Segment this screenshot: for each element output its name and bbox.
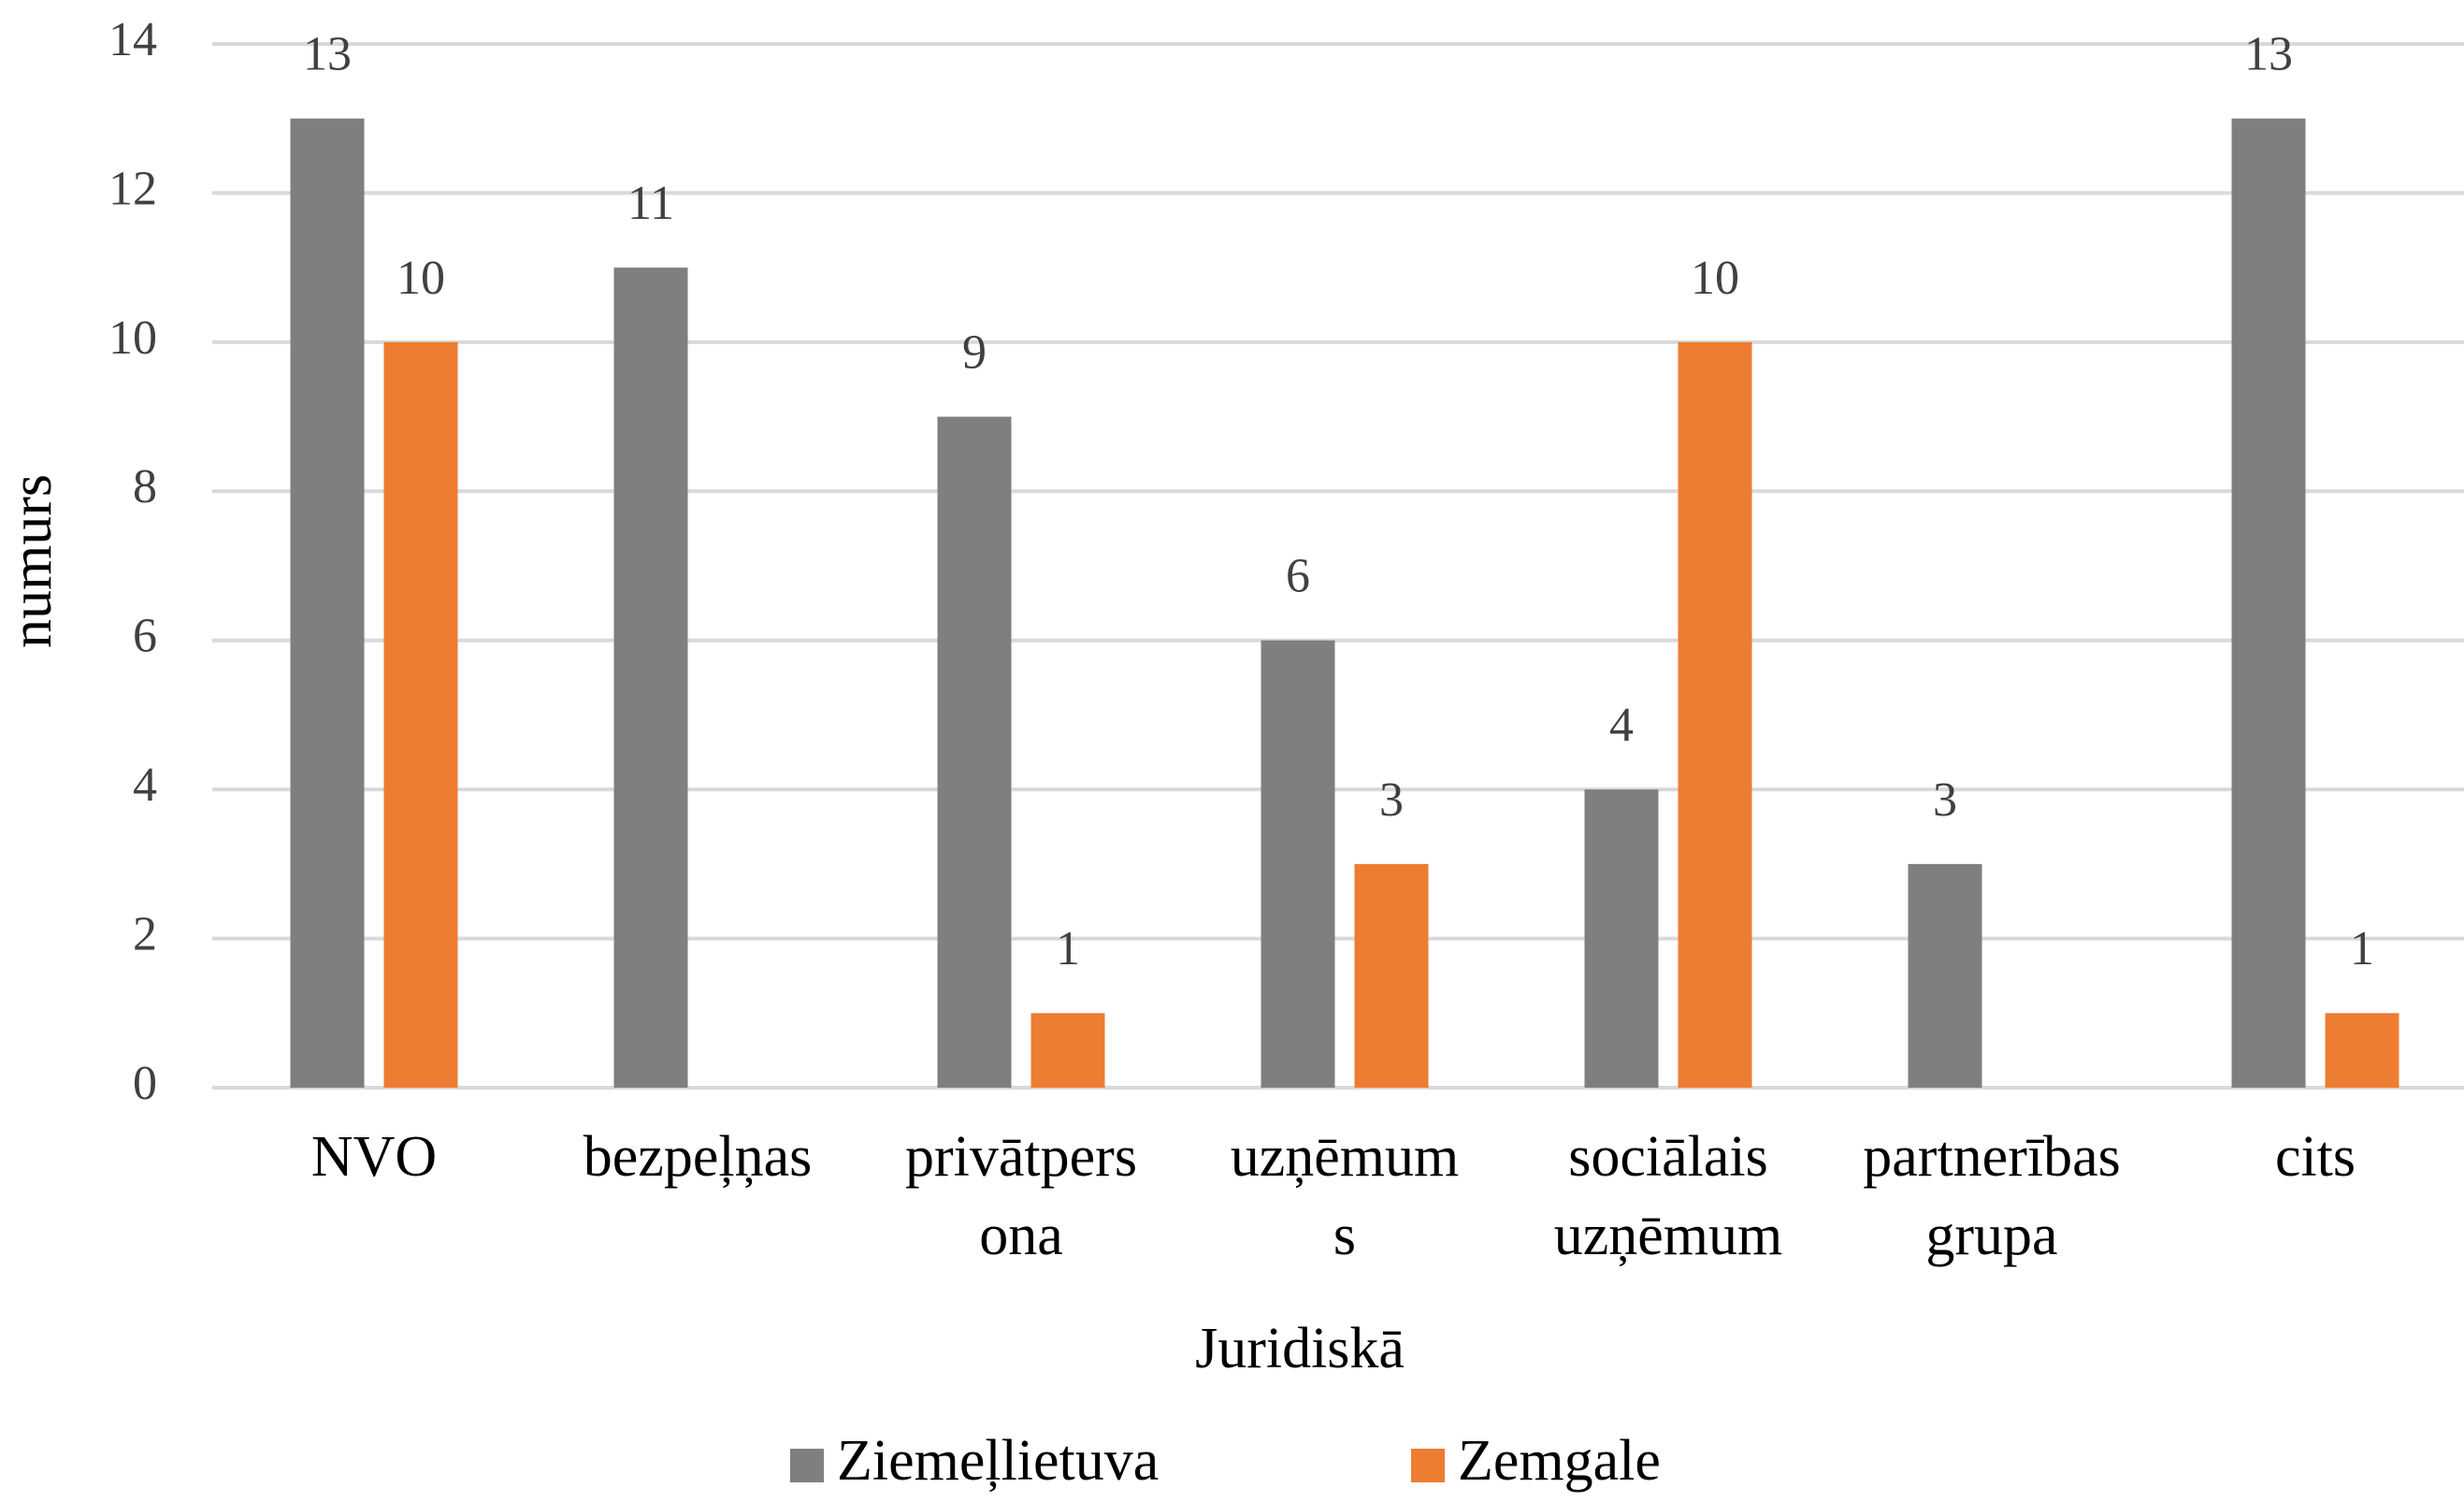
bar [2325,1013,2399,1088]
data-label: 1 [1056,922,1080,975]
bar [613,267,688,1089]
bar [2231,118,2306,1089]
x-tick-label: privātpers [905,1125,1137,1189]
bar [1584,789,1659,1088]
x-tick-label: uzņēmum [1554,1204,1783,1267]
data-label: 3 [1933,773,1957,827]
y-tick-label: 4 [133,758,157,812]
bar [383,341,458,1088]
x-tick-label: uzņēmum [1231,1125,1460,1189]
data-label: 11 [627,177,674,230]
x-tick-label: partnerības [1863,1125,2120,1189]
legend-label: Zemgale [1458,1429,1661,1493]
bar [1908,863,1982,1088]
bar [937,416,1012,1089]
y-tick-label: 10 [108,311,157,365]
bar [1261,640,1335,1088]
y-tick-label: 6 [133,610,157,663]
y-tick-label: 0 [133,1057,157,1110]
x-tick-label: sociālais [1568,1125,1768,1189]
y-tick-label: 12 [108,162,157,215]
bar [1678,341,1752,1088]
data-label: 4 [1609,699,1634,752]
data-label: 10 [396,252,445,305]
x-tick-label: NVO [311,1125,437,1189]
bar [290,118,365,1089]
x-tick-label: bezpeļņas [584,1125,812,1189]
x-tick-label: cits [2275,1125,2356,1189]
x-tick-label: ona [979,1204,1063,1267]
y-tick-label: 2 [133,908,157,961]
data-label: 3 [1379,773,1404,827]
legend-label: Ziemeļlietuva [837,1429,1159,1493]
legend-swatch [790,1449,824,1482]
data-label: 13 [303,28,352,81]
y-tick-label: 8 [133,460,157,513]
data-label: 13 [2244,28,2293,81]
legend-swatch [1411,1449,1445,1482]
data-label: 6 [1286,550,1310,603]
x-axis-title: Juridiskā [1195,1317,1405,1380]
y-tick-label: 14 [108,13,157,66]
x-tick-label: s [1333,1204,1356,1267]
bar [1030,1013,1105,1088]
data-label: 9 [962,326,987,380]
data-label: 10 [1691,252,1739,305]
data-label: 1 [2350,922,2374,975]
y-axis-title: numurs [0,474,64,648]
x-tick-label: grupa [1925,1204,2057,1267]
bar [1354,863,1429,1088]
